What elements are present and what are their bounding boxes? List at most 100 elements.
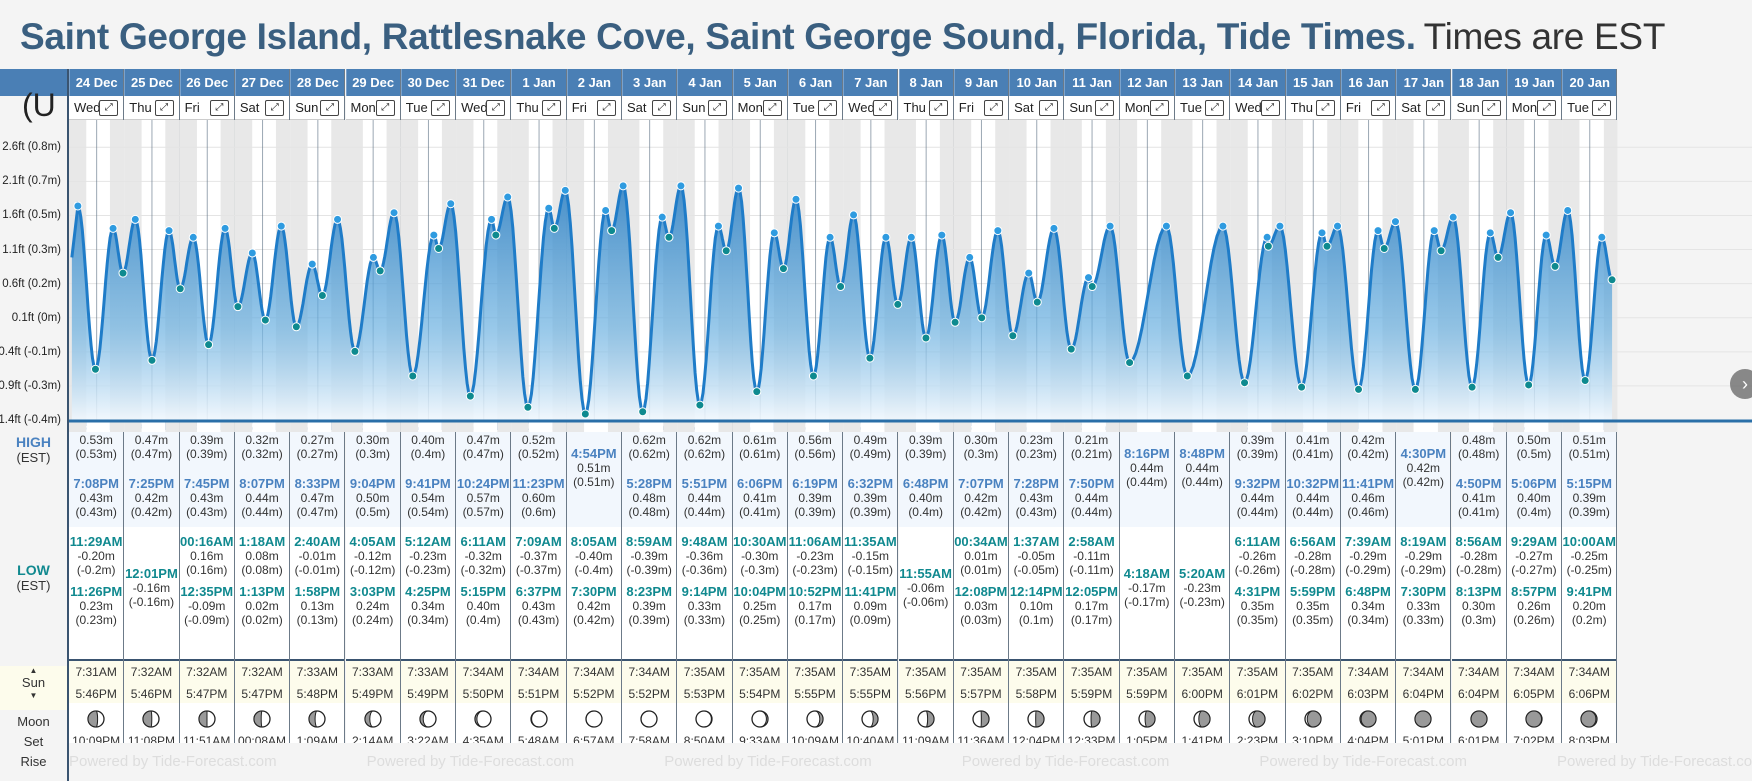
low-tide-point[interactable]: [977, 313, 987, 323]
low-tide-point[interactable]: [921, 333, 931, 343]
high-tide-point[interactable]: [1049, 223, 1059, 233]
low-tide-point[interactable]: [118, 268, 128, 278]
high-tide-point[interactable]: [389, 208, 399, 218]
high-tide-point[interactable]: [906, 232, 916, 242]
low-tide-point[interactable]: [147, 355, 157, 365]
expand-day-button[interactable]: ⤢: [209, 100, 229, 116]
expand-day-button[interactable]: ⤢: [1149, 100, 1169, 116]
high-tide-point[interactable]: [881, 232, 891, 242]
expand-day-button[interactable]: ⤢: [652, 100, 672, 116]
expand-day-button[interactable]: ⤢: [928, 100, 948, 116]
high-tide-point[interactable]: [368, 252, 378, 262]
low-tide-point[interactable]: [90, 364, 100, 374]
low-tide-point[interactable]: [836, 282, 846, 292]
expand-day-button[interactable]: ⤢: [375, 100, 395, 116]
low-tide-point[interactable]: [1467, 382, 1477, 392]
high-tide-point[interactable]: [1218, 221, 1228, 231]
low-tide-point[interactable]: [1008, 331, 1018, 341]
low-tide-point[interactable]: [491, 230, 501, 240]
high-tide-point[interactable]: [769, 228, 779, 238]
high-tide-point[interactable]: [333, 214, 343, 224]
low-tide-point[interactable]: [260, 315, 270, 325]
expand-day-button[interactable]: ⤢: [154, 100, 174, 116]
low-tide-point[interactable]: [1240, 378, 1250, 388]
high-tide-point[interactable]: [429, 230, 439, 240]
high-tide-point[interactable]: [965, 252, 975, 262]
low-tide-point[interactable]: [204, 340, 214, 350]
low-tide-point[interactable]: [291, 322, 301, 332]
low-tide-point[interactable]: [1410, 384, 1420, 394]
high-tide-point[interactable]: [1429, 226, 1439, 236]
high-tide-point[interactable]: [1448, 212, 1458, 222]
low-tide-point[interactable]: [408, 371, 418, 381]
expand-day-button[interactable]: ⤢: [1537, 100, 1557, 116]
low-tide-point[interactable]: [1182, 371, 1192, 381]
high-tide-point[interactable]: [1597, 232, 1607, 242]
high-tide-point[interactable]: [1105, 221, 1115, 231]
high-tide-point[interactable]: [130, 214, 140, 224]
high-tide-point[interactable]: [446, 199, 456, 209]
high-tide-point[interactable]: [276, 221, 286, 231]
high-tide-point[interactable]: [1541, 230, 1551, 240]
high-tide-point[interactable]: [1024, 268, 1034, 278]
high-tide-point[interactable]: [734, 183, 744, 193]
high-tide-point[interactable]: [1390, 217, 1400, 227]
next-page-button[interactable]: ›: [1730, 369, 1752, 399]
high-tide-point[interactable]: [1275, 221, 1285, 231]
high-tide-point[interactable]: [657, 212, 667, 222]
low-tide-point[interactable]: [695, 400, 705, 410]
low-tide-point[interactable]: [1607, 275, 1617, 285]
expand-day-button[interactable]: ⤢: [265, 100, 285, 116]
low-tide-point[interactable]: [865, 353, 875, 363]
expand-day-button[interactable]: ⤢: [1315, 100, 1335, 116]
high-tide-point[interactable]: [849, 210, 859, 220]
high-tide-point[interactable]: [825, 232, 835, 242]
low-tide-point[interactable]: [434, 243, 444, 253]
high-tide-point[interactable]: [1563, 205, 1573, 215]
low-tide-point[interactable]: [664, 232, 674, 242]
high-tide-point[interactable]: [544, 203, 554, 213]
expand-day-button[interactable]: ⤢: [984, 100, 1004, 116]
expand-day-button[interactable]: ⤢: [818, 100, 838, 116]
expand-day-button[interactable]: ⤢: [1260, 100, 1280, 116]
high-tide-point[interactable]: [307, 259, 317, 269]
low-tide-point[interactable]: [1032, 297, 1042, 307]
low-tide-point[interactable]: [1524, 380, 1534, 390]
high-tide-point[interactable]: [188, 232, 198, 242]
high-tide-point[interactable]: [1161, 221, 1171, 231]
high-tide-point[interactable]: [601, 205, 611, 215]
expand-day-button[interactable]: ⤢: [1592, 100, 1612, 116]
high-tide-point[interactable]: [993, 226, 1003, 236]
high-tide-point[interactable]: [503, 192, 513, 202]
high-tide-point[interactable]: [1506, 208, 1516, 218]
low-tide-point[interactable]: [175, 284, 185, 294]
expand-day-button[interactable]: ⤢: [596, 100, 616, 116]
expand-day-button[interactable]: ⤢: [486, 100, 506, 116]
low-tide-point[interactable]: [1550, 261, 1560, 271]
expand-day-button[interactable]: ⤢: [873, 100, 893, 116]
high-tide-point[interactable]: [220, 223, 230, 233]
low-tide-point[interactable]: [1125, 358, 1135, 368]
high-tide-point[interactable]: [937, 230, 947, 240]
high-tide-point[interactable]: [1373, 226, 1383, 236]
high-tide-point[interactable]: [487, 214, 497, 224]
low-tide-point[interactable]: [350, 346, 360, 356]
low-tide-point[interactable]: [580, 409, 590, 419]
expand-day-button[interactable]: ⤢: [762, 100, 782, 116]
low-tide-point[interactable]: [893, 299, 903, 309]
low-tide-point[interactable]: [1263, 241, 1273, 251]
high-tide-point[interactable]: [560, 185, 570, 195]
low-tide-point[interactable]: [1066, 344, 1076, 354]
low-tide-point[interactable]: [375, 266, 385, 276]
high-tide-point[interactable]: [713, 221, 723, 231]
unit-toggle[interactable]: (U: [22, 87, 56, 123]
low-tide-point[interactable]: [752, 387, 762, 397]
low-tide-point[interactable]: [1493, 252, 1503, 262]
low-tide-point[interactable]: [317, 290, 327, 300]
high-tide-point[interactable]: [676, 181, 686, 191]
high-tide-point[interactable]: [1485, 228, 1495, 238]
expand-day-button[interactable]: ⤢: [99, 100, 119, 116]
high-tide-point[interactable]: [164, 226, 174, 236]
expand-day-button[interactable]: ⤢: [431, 100, 451, 116]
expand-day-button[interactable]: ⤢: [1205, 100, 1225, 116]
